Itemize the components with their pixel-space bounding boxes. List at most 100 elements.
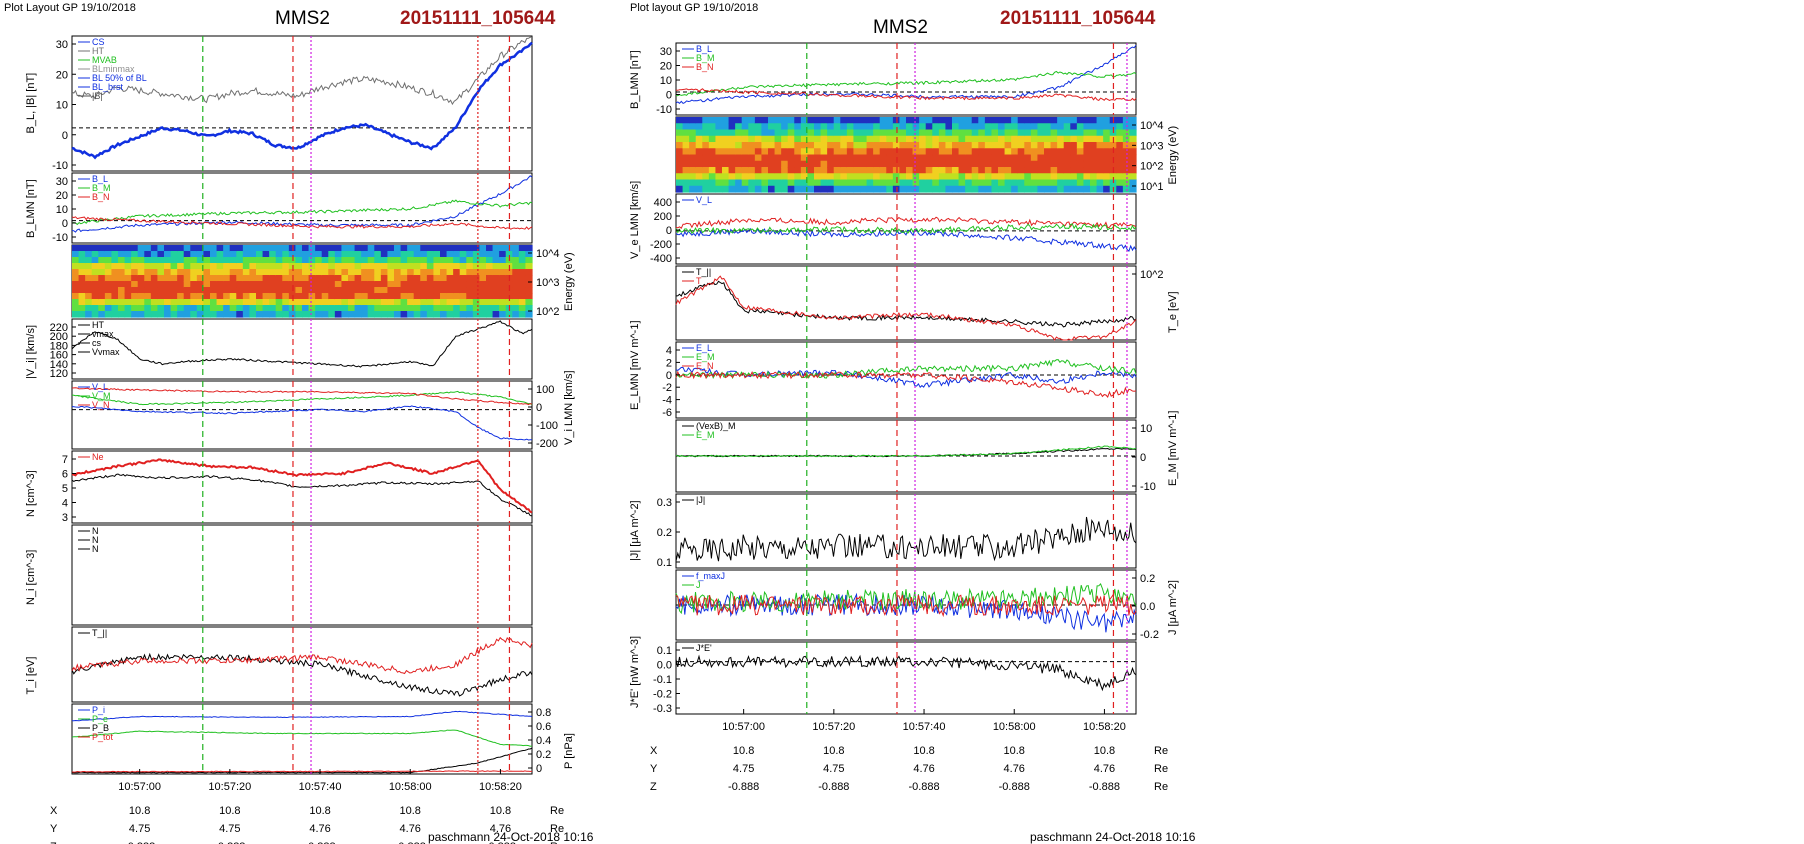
left-spectrogram-cell: [302, 293, 310, 300]
right-spectrogram-cell: [702, 154, 710, 162]
left-spectrogram-cell: [440, 287, 448, 294]
left-ylabel-bl: B_L, |B| [nT]: [25, 73, 37, 134]
left-ephem-value: 10.8: [129, 805, 150, 817]
left-spectrogram-cell: [328, 263, 336, 270]
right-series-ve-0: [675, 227, 1137, 252]
right-spectrogram-cell: [728, 148, 736, 156]
left-spectrogram-cell: [512, 257, 520, 264]
left-spectrogram-cell: [486, 299, 494, 306]
left-panel-frame: [71, 703, 533, 775]
left-spectrogram-cell: [446, 311, 454, 318]
right-spectrogram-cell: [860, 123, 868, 131]
left-spectrogram-cell: [118, 311, 126, 318]
right-spectrogram-cell: [1063, 135, 1071, 143]
right-spectrogram-cell: [1096, 185, 1104, 193]
right-spectrogram-cell: [827, 142, 835, 149]
right-spectrogram-cell: [827, 160, 835, 168]
right-spectrogram-cell: [1103, 135, 1111, 143]
left-spectrogram-cell: [236, 287, 244, 294]
right-spectrogram-cell: [800, 173, 809, 181]
left-spectrogram-cell: [420, 305, 428, 312]
left-spectrogram-cell: [85, 263, 93, 270]
right-spectrogram-cell: [899, 142, 907, 149]
left-spectrogram-cell: [302, 311, 310, 318]
right-spectrogram-cell: [741, 179, 749, 187]
right-ytick-label: 0.1: [657, 645, 672, 657]
right-spectrogram-cell: [1070, 154, 1078, 162]
right-spectrogram-cell: [741, 117, 749, 124]
right-spectrogram-cell: [1030, 142, 1039, 149]
right-spectrogram-cell: [676, 154, 684, 162]
left-spectrogram-cell: [196, 245, 205, 252]
left-spectrogram-cell: [157, 263, 165, 270]
right-spectrogram-cell: [899, 173, 907, 181]
right-spectrogram-cell: [938, 135, 947, 143]
right-legend-e-2: E_N: [696, 361, 714, 371]
left-spectrogram-cell: [242, 299, 251, 306]
right-ytick-label: 10: [1140, 423, 1152, 435]
left-spectrogram-cell: [269, 293, 277, 300]
right-spectrogram-cell: [1004, 142, 1012, 149]
right-spectrogram-cell: [676, 123, 684, 131]
right-spectrogram-cell: [787, 123, 795, 131]
left-spectrogram-cell: [380, 287, 389, 294]
right-spectrogram-cell: [708, 123, 717, 131]
left-spectrogram-cell: [295, 263, 303, 270]
right-spectrogram-cell: [971, 142, 979, 149]
left-spectrogram-cell: [433, 311, 441, 318]
right-spectrogram-cell: [1122, 135, 1131, 143]
left-spectrogram-cell: [242, 257, 251, 264]
right-series-e-1: [675, 359, 1137, 380]
left-spectrogram-cell: [446, 299, 454, 306]
right-spectrogram-cell: [873, 135, 881, 143]
right-spectrogram-cell: [1129, 154, 1137, 162]
right-spectrogram-cell: [991, 148, 999, 156]
left-ytick-label: 0.2: [536, 749, 551, 761]
left-spectrogram-cell: [328, 275, 336, 282]
right-spectrogram-cell: [879, 179, 887, 187]
left-spectrogram-cell: [203, 257, 211, 264]
left-spectrogram-cell: [98, 281, 106, 288]
right-spectrogram-cell: [768, 117, 776, 124]
right-spectrogram-cell: [952, 148, 960, 156]
left-spectrogram-cell: [486, 311, 494, 318]
right-spectrogram-cell: [695, 123, 703, 131]
left-series-p-0: [72, 710, 533, 722]
left-spectrogram-cell: [328, 305, 336, 312]
left-ytick-label: 10^3: [536, 277, 560, 289]
left-spectrogram-cell: [446, 269, 454, 276]
left-spectrogram-cell: [183, 299, 191, 306]
right-spectrogram-cell: [938, 179, 947, 187]
right-ytick-label: 0: [666, 90, 672, 102]
left-spectrogram-cell: [236, 251, 244, 258]
right-spectrogram-cell: [919, 123, 927, 131]
right-spectrogram-cell: [715, 148, 723, 156]
left-spectrogram-cell: [387, 281, 395, 288]
right-spectrogram-cell: [1076, 148, 1085, 156]
left-spectrogram-cell: [164, 263, 172, 270]
left-legend-blmn-0: B_L: [92, 174, 108, 184]
left-panel-frame: [71, 172, 533, 244]
left-ytick-label: 0: [536, 763, 542, 775]
left-spectrogram-cell: [131, 281, 139, 288]
left-spectrogram-cell: [157, 299, 165, 306]
right-ytick-label: -0.2: [653, 689, 672, 701]
left-spectrogram-cell: [275, 299, 283, 306]
right-spectrogram-cell: [873, 160, 881, 168]
left-ylabel-nh: N_i [cm^-3]: [25, 550, 37, 605]
left-spectrogram-cell: [111, 269, 119, 276]
left-spectrogram-cell: [177, 275, 185, 282]
left-spectrogram-cell: [216, 257, 224, 264]
left-spectrogram-cell: [466, 263, 474, 270]
left-spectrogram-cell: [354, 305, 362, 312]
left-spectrogram-cell: [288, 251, 297, 258]
left-spectrogram-cell: [150, 299, 159, 306]
right-spectrogram-cell: [971, 148, 979, 156]
right-spectrogram-cell: [794, 117, 802, 124]
left-spectrogram-cell: [505, 299, 513, 306]
left-spectrogram-cell: [144, 281, 152, 288]
left-spectrogram-cell: [137, 305, 145, 312]
right-ephem-value: 10.8: [823, 745, 844, 757]
left-spectrogram-cell: [150, 281, 159, 288]
left-spectrogram-cell: [400, 269, 408, 276]
